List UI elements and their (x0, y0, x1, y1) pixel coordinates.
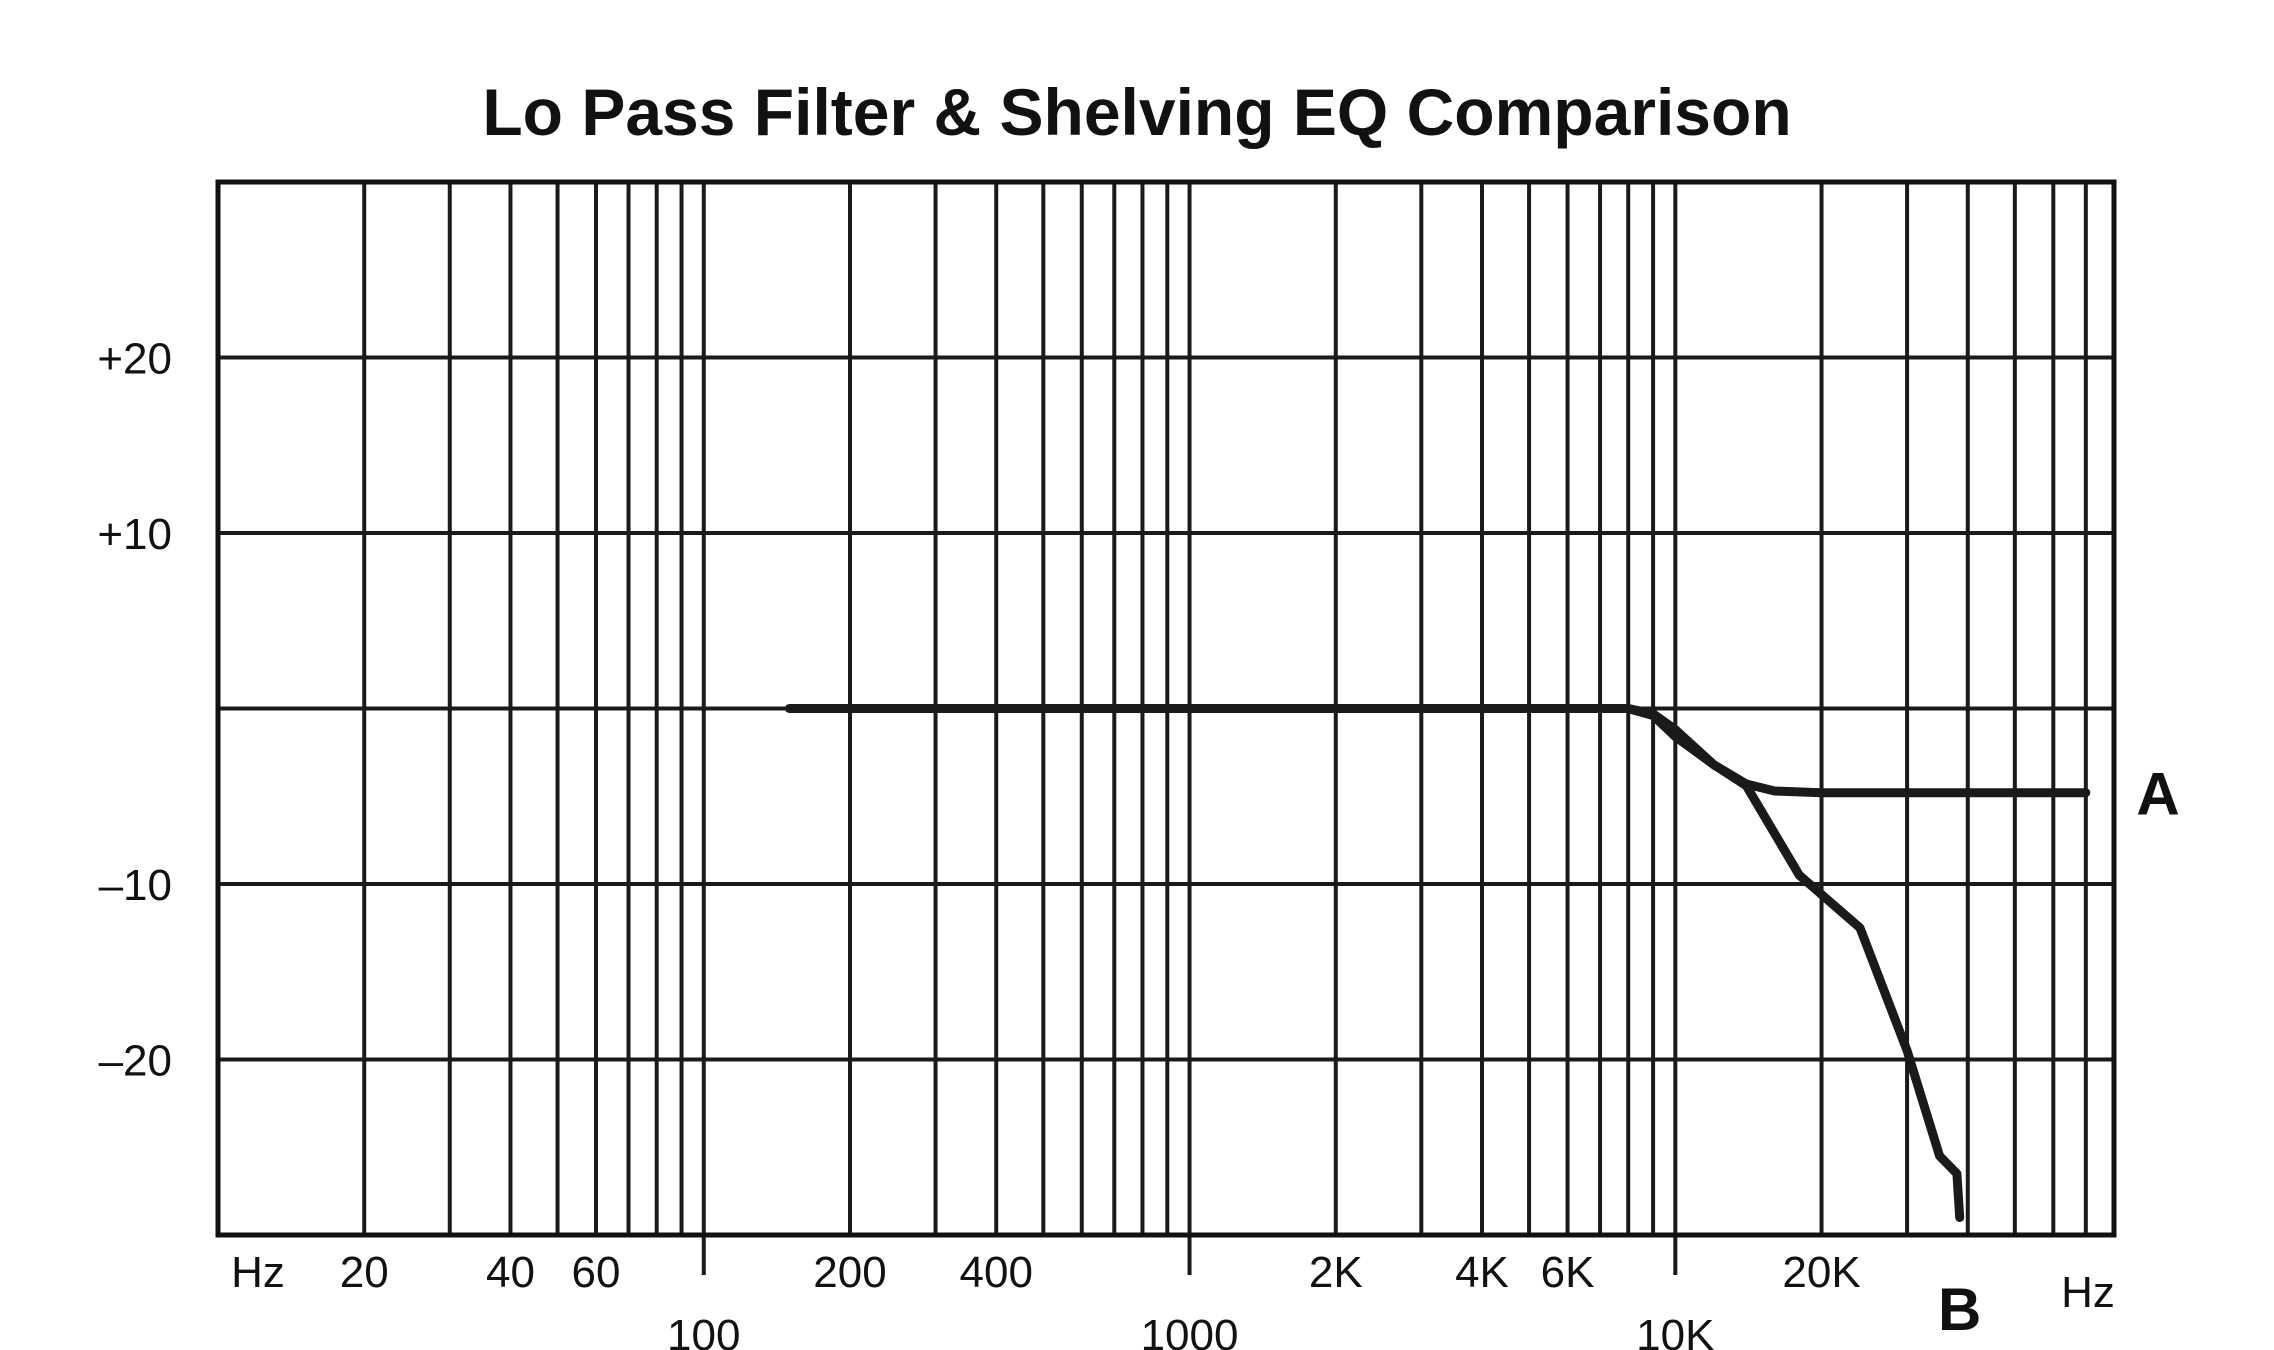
chart-title: Lo Pass Filter & Shelving EQ Comparison (482, 75, 1791, 149)
y-tick-label: –10 (99, 861, 172, 910)
plot-frame (215, 179, 2117, 1238)
series-b-label: B (1938, 1276, 1981, 1343)
x-tick-label: 20K (1782, 1248, 1860, 1297)
grid (218, 182, 2114, 1275)
x-tick-label: 4K (1455, 1248, 1509, 1297)
x-tick-label: 6K (1541, 1248, 1595, 1297)
y-tick-label: +20 (97, 335, 172, 384)
x-tick-label: 20 (340, 1248, 389, 1297)
x-tick-label-decade: 1000 (1141, 1311, 1239, 1350)
x-tick-label: 400 (960, 1248, 1033, 1297)
series-b-curve (1623, 704, 1965, 1222)
series-a-curve (784, 704, 2091, 798)
axis-labels: +20 +10 –10 –20 20 40 60 200 400 2K 4K 6K 20K 100 1000… (97, 335, 2179, 1350)
x-tick-label-decade: 100 (667, 1311, 740, 1350)
x-tick-label: 40 (486, 1248, 535, 1297)
series-a-label: A (2136, 761, 2179, 828)
x-axis-label-left: Hz (231, 1248, 285, 1297)
x-tick-label: 200 (813, 1248, 886, 1297)
x-tick-label: 60 (572, 1248, 621, 1297)
x-axis-label-right: Hz (2061, 1268, 2115, 1317)
x-tick-label: 2K (1309, 1248, 1363, 1297)
x-tick-label-decade: 10K (1636, 1311, 1714, 1350)
curves (784, 704, 2091, 1222)
y-tick-label: +10 (97, 510, 172, 559)
y-tick-label: –20 (99, 1037, 172, 1086)
